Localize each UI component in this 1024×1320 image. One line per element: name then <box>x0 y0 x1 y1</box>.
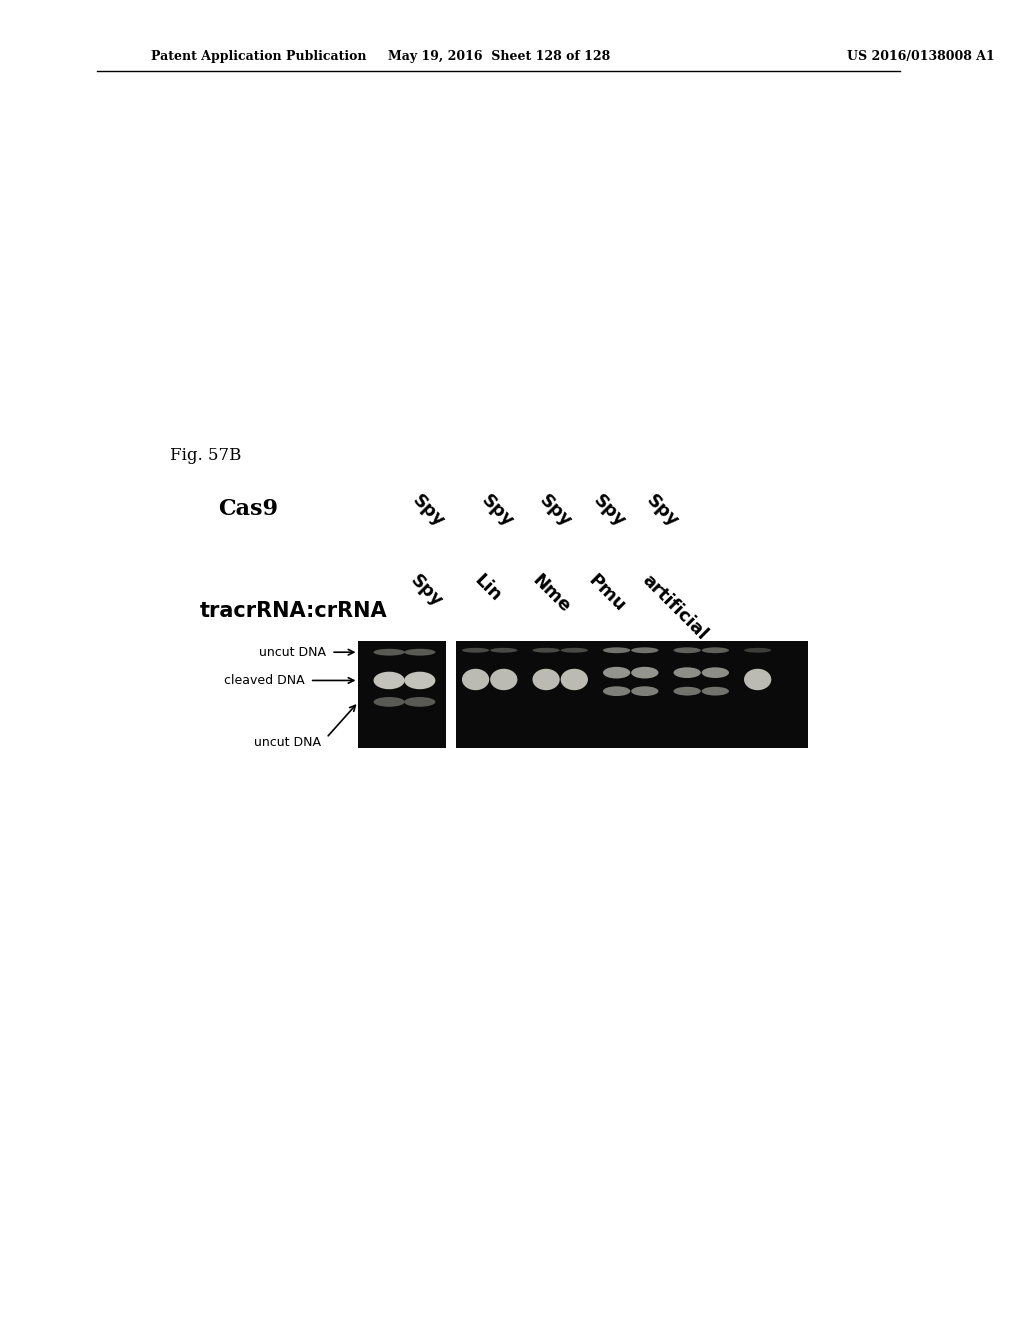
Text: uncut DNA: uncut DNA <box>254 737 322 750</box>
Text: US 2016/0138008 A1: US 2016/0138008 A1 <box>848 50 995 62</box>
Ellipse shape <box>404 649 435 656</box>
Ellipse shape <box>603 647 630 653</box>
Ellipse shape <box>674 647 700 653</box>
Text: Nme: Nme <box>528 572 574 616</box>
Ellipse shape <box>374 649 404 656</box>
Ellipse shape <box>462 648 489 652</box>
Text: uncut DNA: uncut DNA <box>259 645 327 659</box>
Ellipse shape <box>744 669 771 690</box>
Text: artificial: artificial <box>638 572 711 644</box>
Text: Spy: Spy <box>408 572 446 611</box>
Ellipse shape <box>404 697 435 706</box>
Text: Patent Application Publication: Patent Application Publication <box>151 50 367 62</box>
Ellipse shape <box>674 668 700 678</box>
Ellipse shape <box>631 686 658 696</box>
Ellipse shape <box>561 669 588 690</box>
Ellipse shape <box>374 672 404 689</box>
Ellipse shape <box>701 668 729 678</box>
Text: May 19, 2016  Sheet 128 of 128: May 19, 2016 Sheet 128 of 128 <box>387 50 610 62</box>
Ellipse shape <box>631 647 658 653</box>
Ellipse shape <box>744 648 771 652</box>
Text: tracrRNA:crRNA: tracrRNA:crRNA <box>200 602 387 622</box>
Ellipse shape <box>603 667 630 678</box>
Ellipse shape <box>532 648 560 652</box>
Text: Lin: Lin <box>470 572 505 606</box>
Ellipse shape <box>561 648 588 652</box>
Text: Spy: Spy <box>643 491 682 531</box>
Ellipse shape <box>490 648 517 652</box>
Ellipse shape <box>674 686 700 696</box>
Text: Pmu: Pmu <box>585 572 629 615</box>
Ellipse shape <box>490 669 517 690</box>
Ellipse shape <box>404 672 435 689</box>
Text: Fig. 57B: Fig. 57B <box>170 447 242 463</box>
Text: Spy: Spy <box>409 491 449 531</box>
Bar <box>358 640 446 747</box>
Text: Cas9: Cas9 <box>218 498 279 520</box>
Ellipse shape <box>701 647 729 653</box>
Ellipse shape <box>532 669 560 690</box>
Ellipse shape <box>603 686 630 696</box>
Text: Spy: Spy <box>589 491 629 531</box>
Bar <box>456 640 808 747</box>
Text: cleaved DNA: cleaved DNA <box>224 675 305 686</box>
Ellipse shape <box>631 667 658 678</box>
Ellipse shape <box>374 697 404 706</box>
Text: Spy: Spy <box>477 491 516 531</box>
Ellipse shape <box>462 669 489 690</box>
Ellipse shape <box>701 686 729 696</box>
Text: Spy: Spy <box>536 491 575 531</box>
